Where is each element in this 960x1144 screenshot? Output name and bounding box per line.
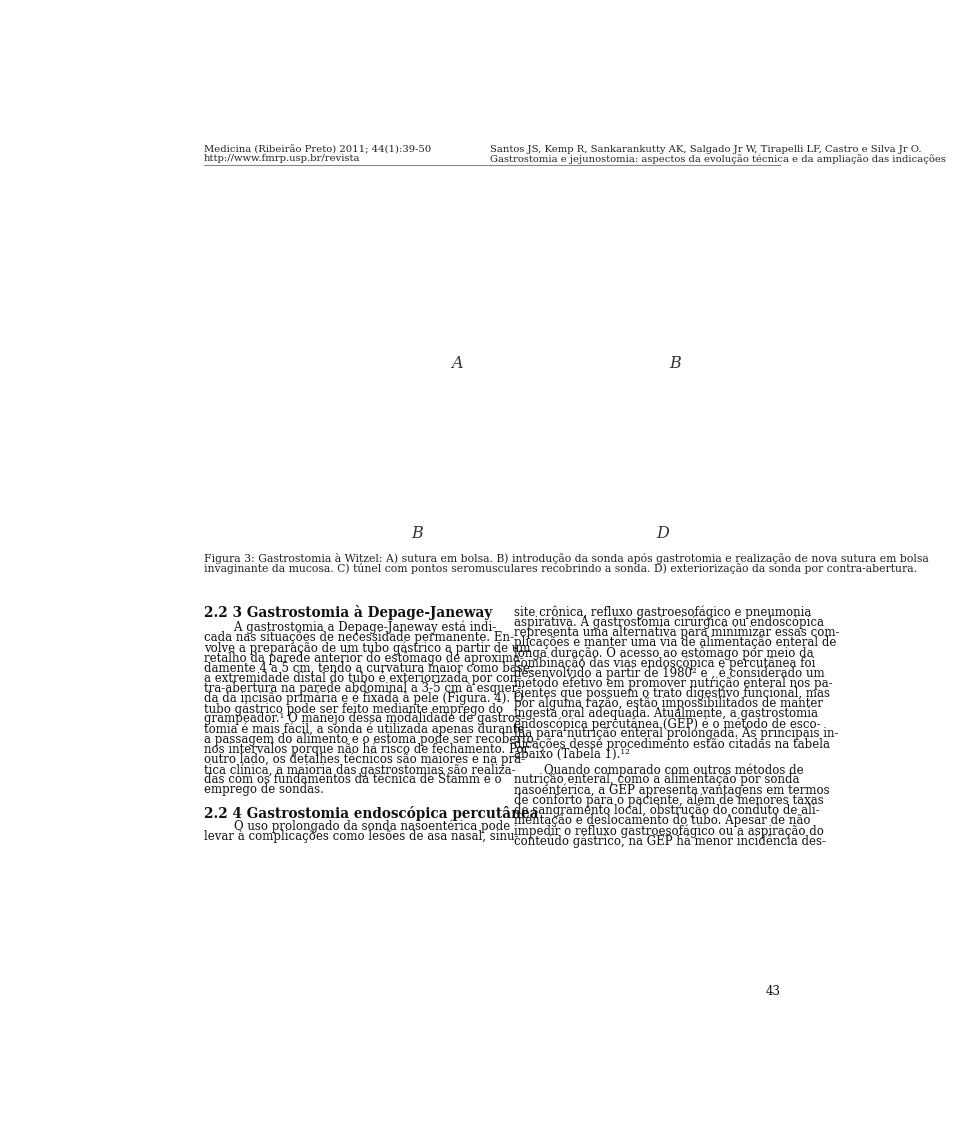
Text: A: A [451,355,463,372]
Text: das com os fundamentos da técnica de Stamm e o: das com os fundamentos da técnica de Sta… [204,773,501,786]
Text: nos intervalos porque não há risco de fechamento. Por: nos intervalos porque não há risco de fe… [204,742,529,756]
Text: representa uma alternativa para minimizar essas com-: representa uma alternativa para minimiza… [515,626,840,638]
Text: tra-abertura na parede abdominal a 3-5 cm à esquer-: tra-abertura na parede abdominal a 3-5 c… [204,682,521,694]
Text: A gastrostomia a Depage-Janeway está indi-: A gastrostomia a Depage-Janeway está ind… [204,621,496,634]
Text: damente 4 a 5 cm, tendo a curvatura maior como base:: damente 4 a 5 cm, tendo a curvatura maio… [204,661,534,675]
Text: de sangramento local, obstrução do conduto de ali-: de sangramento local, obstrução do condu… [515,804,820,817]
Text: endoscópica percutânea (GEP) é o método de esco-: endoscópica percutânea (GEP) é o método … [515,717,821,731]
Text: método efetivo em promover nutrição enteral nos pa-: método efetivo em promover nutrição ente… [515,676,833,690]
Text: nutrição enteral, como a alimentação por sonda: nutrição enteral, como a alimentação por… [515,773,800,786]
Text: a extremidade distal do tubo é exteriorizada por con-: a extremidade distal do tubo é exteriori… [204,672,521,685]
Text: a passagem do alimento e o estoma pode ser recoberto: a passagem do alimento e o estoma pode s… [204,732,534,746]
Text: de conforto para o paciente, além de menores taxas: de conforto para o paciente, além de men… [515,794,825,808]
Text: cada nas situações de necessidade permanente. En-: cada nas situações de necessidade perman… [204,631,514,644]
Text: tomia é mais fácil, a sonda é utilizada apenas durante: tomia é mais fácil, a sonda é utilizada … [204,723,524,736]
Text: grampeador.¹ O manejo dessa modalidade de gastros-: grampeador.¹ O manejo dessa modalidade d… [204,713,525,725]
Text: lha para nutrição enteral prolongada. As principais in-: lha para nutrição enteral prolongada. As… [515,728,839,740]
Text: impedir o refluxo gastroesofágico ou a aspiração do: impedir o refluxo gastroesofágico ou a a… [515,825,825,837]
Text: longa duração. O acesso ao estômago por meio da: longa duração. O acesso ao estômago por … [515,646,814,660]
Text: site crônica, refluxo gastroesofágico e pneumonia: site crônica, refluxo gastroesofágico e … [515,605,812,619]
Text: abaixo (Tabela 1).¹²: abaixo (Tabela 1).¹² [515,748,631,761]
Text: volve a preparação de um tubo gástrico a partir de um: volve a preparação de um tubo gástrico a… [204,641,530,654]
Text: aspirativa. A gastrostomia cirúrgica ou endoscópica: aspirativa. A gastrostomia cirúrgica ou … [515,615,825,629]
Text: combinação das vias endoscópica e percutânea foi: combinação das vias endoscópica e percut… [515,657,816,669]
Text: B: B [669,355,681,372]
Text: B: B [411,525,422,541]
Text: conteúdo gástrico, na GEP há menor incidência des-: conteúdo gástrico, na GEP há menor incid… [515,834,827,848]
Text: Medicina (Ribeirão Preto) 2011; 44(1):39-50: Medicina (Ribeirão Preto) 2011; 44(1):39… [204,145,431,154]
Text: levar à complicações como lesões de asa nasal, sinu-: levar à complicações como lesões de asa … [204,829,518,843]
Text: tica clínica, a maioria das gastrostomias são realiza-: tica clínica, a maioria das gastrostomia… [204,763,516,777]
Text: invaginante da mucosa. C) túnel com pontos seromusculares recobrindo a sonda. D): invaginante da mucosa. C) túnel com pont… [204,563,917,574]
Text: por alguma razão, estão impossibilitados de manter: por alguma razão, estão impossibilitados… [515,697,824,710]
Text: Quando comparado com outros métodos de: Quando comparado com outros métodos de [515,763,804,777]
Text: 2.2 3 Gastrostomia à Depage-Janeway: 2.2 3 Gastrostomia à Depage-Janeway [204,605,492,620]
Text: O uso prolongado da sonda nasoentérica pode: O uso prolongado da sonda nasoentérica p… [204,819,510,833]
Text: http://www.fmrp.usp.br/revista: http://www.fmrp.usp.br/revista [204,154,360,164]
Text: ingesta oral adequada. Atualmente, a gastrostomia: ingesta oral adequada. Atualmente, a gas… [515,707,819,720]
Text: Figura 3: Gastrostomia à Witzel: A) sutura em bolsa. B) introdução da sonda após: Figura 3: Gastrostomia à Witzel: A) sutu… [204,553,928,564]
Text: Santos JS, Kemp R, Sankarankutty AK, Salgado Jr W, Tirapelli LF, Castro e Silva : Santos JS, Kemp R, Sankarankutty AK, Sal… [490,145,922,154]
Text: plicações e manter uma via de alimentação enteral de: plicações e manter uma via de alimentaçã… [515,636,837,649]
Text: D: D [656,525,669,541]
Text: 2.2 4 Gastrostomia endoscópica percutânea: 2.2 4 Gastrostomia endoscópica percutâne… [204,807,539,821]
Text: emprego de sondas.: emprego de sondas. [204,784,324,796]
Text: da da incisão primária e é fixada à pele (Figura. 4). O: da da incisão primária e é fixada à pele… [204,692,523,706]
Text: desenvolvido a partir de 1980² e , é considerado um: desenvolvido a partir de 1980² e , é con… [515,667,825,680]
Text: Gastrostomia e jejunostomia: aspectos da evolução técnica e da ampliação das ind: Gastrostomia e jejunostomia: aspectos da… [490,154,946,164]
Text: outro lado, os detalhes técnicos são maiores e na prá-: outro lado, os detalhes técnicos são mai… [204,753,525,766]
Text: mentação e deslocamento do tubo. Apesar de não: mentação e deslocamento do tubo. Apesar … [515,815,811,827]
Text: nasoentérica, a GEP apresenta vantagens em termos: nasoentérica, a GEP apresenta vantagens … [515,784,830,797]
Bar [204,172,780,547]
Text: dicações desse procedimento estão citadas na tabela: dicações desse procedimento estão citada… [515,738,830,750]
Text: cientes que possuem o trato digestivo funcional, mas: cientes que possuem o trato digestivo fu… [515,686,830,700]
Text: retalho da parede anterior do estômago de aproxima-: retalho da parede anterior do estômago d… [204,651,523,665]
Text: 43: 43 [765,985,780,998]
Text: tubo gástrico pode ser feito mediante emprego do: tubo gástrico pode ser feito mediante em… [204,702,503,716]
